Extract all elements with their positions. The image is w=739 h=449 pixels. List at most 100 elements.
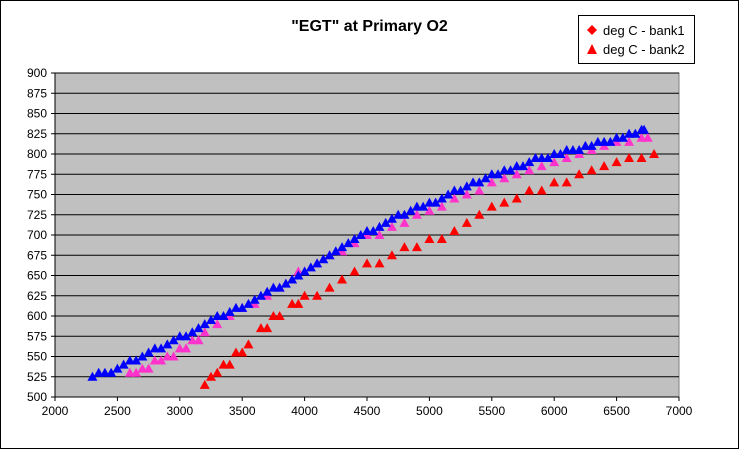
data-point-series-3 (206, 315, 216, 325)
data-point-series-3 (249, 294, 260, 304)
data-point-series-1 (212, 367, 223, 377)
data-point-series-1 (312, 290, 323, 300)
data-point-series-2 (461, 189, 472, 199)
data-point-series-3 (237, 302, 248, 312)
data-point-series-3 (187, 327, 198, 337)
data-point-series-1 (461, 217, 472, 227)
y-tick-label: 550 (27, 350, 47, 364)
x-tick-label: 5500 (478, 404, 505, 418)
chart-title: "EGT" at Primary O2 (291, 18, 448, 35)
y-tick-label: 750 (27, 188, 47, 202)
data-point-series-3 (480, 173, 491, 183)
data-point-series-1 (293, 298, 304, 308)
data-point-series-1 (399, 242, 410, 252)
data-point-series-1 (524, 185, 535, 195)
data-point-series-2 (561, 153, 572, 163)
data-point-series-1 (362, 258, 372, 268)
data-point-series-2 (624, 136, 635, 146)
legend: deg C - bank1 deg C - bank2 (578, 15, 695, 64)
x-tick-label: 6500 (603, 404, 630, 418)
data-point-series-2 (642, 132, 653, 142)
data-point-series-3 (343, 238, 354, 248)
data-point-series-3 (156, 343, 167, 353)
data-point-series-1 (586, 165, 597, 175)
data-point-series-3 (374, 221, 385, 231)
data-point-series-3 (455, 185, 466, 195)
data-point-series-1 (349, 266, 360, 276)
data-point-series-1 (411, 242, 422, 252)
data-point-series-3 (436, 193, 447, 203)
data-point-series-1 (499, 197, 510, 207)
y-tick-label: 575 (27, 329, 47, 343)
data-point-series-3 (255, 290, 266, 300)
x-tick-label: 4000 (291, 404, 318, 418)
legend-item-bank1: deg C - bank1 (587, 21, 685, 39)
data-point-series-1 (337, 274, 348, 284)
data-point-series-3 (181, 331, 192, 341)
data-point-series-3 (305, 262, 316, 272)
data-point-series-3 (461, 181, 472, 191)
data-point-series-3 (112, 363, 123, 373)
data-point-series-2 (386, 221, 397, 231)
data-point-series-1 (206, 371, 216, 381)
data-point-series-3 (617, 132, 628, 142)
data-point-series-1 (237, 347, 248, 357)
data-point-series-2 (511, 169, 522, 179)
x-tick-label: 2000 (42, 404, 69, 418)
data-point-series-3 (118, 359, 129, 369)
data-point-series-3 (243, 298, 254, 308)
data-point-series-1 (449, 225, 460, 235)
data-point-series-3 (274, 282, 285, 292)
legend-label-bank1: deg C - bank1 (603, 22, 685, 38)
data-point-series-1 (649, 149, 660, 158)
y-tick-label: 725 (27, 208, 47, 222)
data-point-series-3 (224, 306, 235, 316)
data-point-series-2 (156, 355, 167, 365)
data-point-series-3 (168, 335, 179, 345)
data-point-series-2 (536, 161, 547, 171)
data-point-series-2 (143, 363, 154, 373)
data-point-series-2 (524, 165, 535, 175)
data-point-series-3 (386, 213, 397, 223)
data-point-series-3 (280, 278, 291, 288)
legend-item-bank2: deg C - bank2 (587, 40, 685, 58)
data-point-series-2 (449, 193, 460, 203)
data-point-series-3 (324, 250, 335, 260)
data-point-series-2 (181, 343, 192, 353)
data-point-series-3 (299, 266, 310, 276)
y-tick-label: 850 (27, 107, 47, 121)
data-point-series-3 (555, 149, 566, 158)
x-tick-label: 2500 (104, 404, 131, 418)
data-point-series-3 (337, 242, 348, 252)
data-point-series-2 (131, 367, 142, 377)
data-point-series-3 (430, 197, 441, 207)
data-point-series-1 (474, 209, 485, 219)
x-tick-label: 3500 (229, 404, 256, 418)
data-point-series-3 (368, 225, 379, 235)
data-point-series-3 (293, 270, 304, 280)
data-point-series-1 (243, 339, 254, 349)
data-point-series-3 (474, 177, 485, 187)
data-point-series-3 (630, 128, 641, 138)
data-point-series-1 (424, 234, 435, 244)
data-point-series-1 (511, 193, 522, 203)
x-tick-label: 7000 (666, 404, 693, 418)
legend-label-bank2: deg C - bank2 (603, 41, 685, 57)
data-point-series-3 (193, 323, 204, 333)
x-tick-label: 5000 (416, 404, 443, 418)
triangle-marker-icon (587, 44, 597, 54)
data-point-series-3 (380, 217, 391, 227)
data-point-series-3 (131, 355, 142, 365)
data-point-series-3 (639, 124, 650, 134)
data-point-series-1 (199, 379, 210, 389)
data-point-series-3 (318, 254, 329, 264)
y-tick-label: 875 (27, 86, 47, 100)
data-point-series-3 (218, 311, 229, 320)
data-point-series-1 (324, 282, 335, 292)
data-point-series-3 (586, 140, 597, 150)
data-point-series-3 (574, 144, 585, 154)
data-point-series-3 (418, 201, 429, 211)
diamond-marker-icon (587, 25, 597, 35)
y-tick-label: 825 (27, 127, 47, 141)
